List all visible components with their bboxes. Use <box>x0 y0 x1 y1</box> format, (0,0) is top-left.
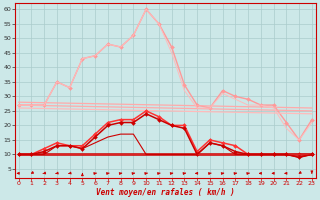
X-axis label: Vent moyen/en rafales ( km/h ): Vent moyen/en rafales ( km/h ) <box>96 188 235 197</box>
